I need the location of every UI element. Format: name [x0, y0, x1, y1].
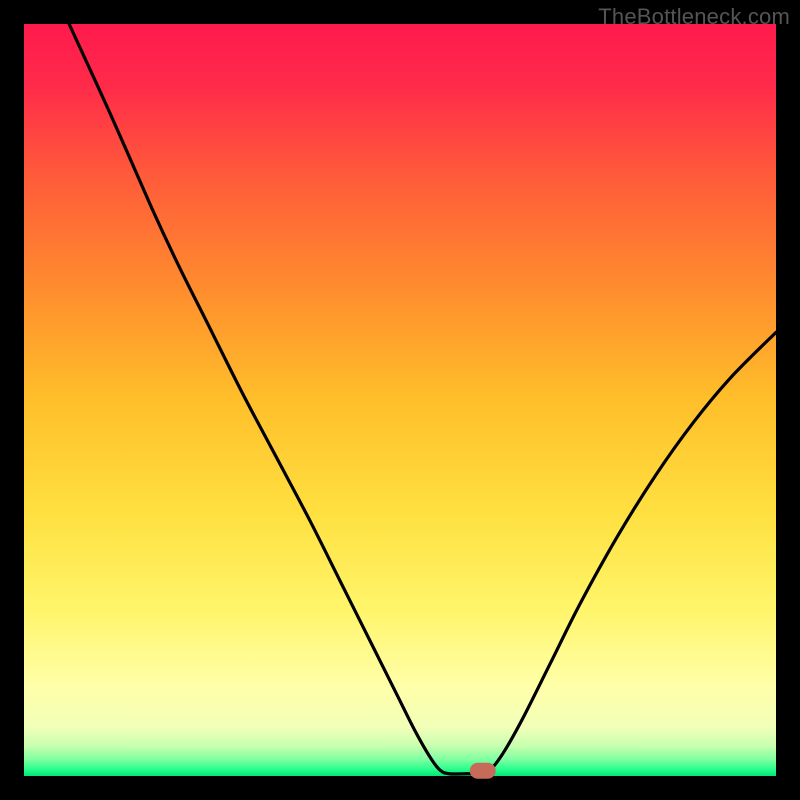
watermark-text: TheBottleneck.com: [598, 4, 790, 30]
bottleneck-chart: [0, 0, 800, 800]
optimal-point-marker: [470, 763, 496, 779]
chart-background: [24, 24, 776, 776]
chart-container: TheBottleneck.com: [0, 0, 800, 800]
